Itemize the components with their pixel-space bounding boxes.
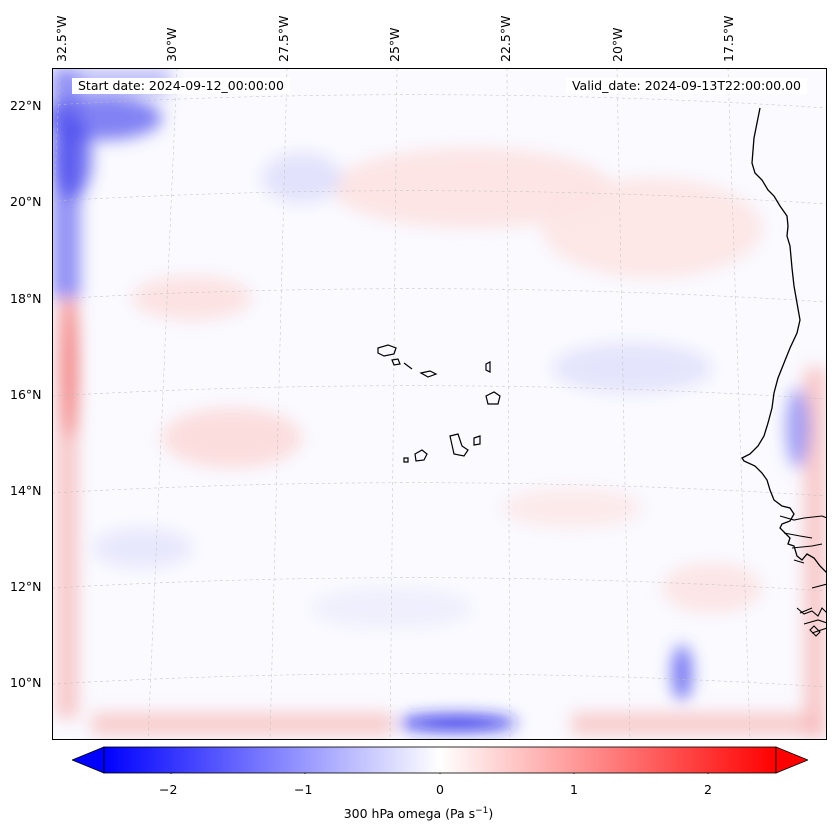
colorbar-body <box>103 746 777 774</box>
colorbar-tick-2: 2 <box>704 782 712 797</box>
lon-label-20w: 20°W <box>610 27 625 62</box>
lon-label-30w: 30°W <box>164 27 179 62</box>
colorbar-tick-0: 0 <box>436 782 444 797</box>
colorbar-tick-1: 1 <box>570 782 578 797</box>
colorbar-title: 300 hPa omega (Pa s−1) <box>343 806 494 822</box>
gridlines <box>52 68 827 740</box>
start-date-label: Start date: 2024-09-12_00:00:00 <box>72 78 290 94</box>
lon-label-32-5w: 32.5°W <box>54 15 69 62</box>
africa-coastline-estuary <box>779 515 827 634</box>
lat-label-10n: 10°N <box>10 675 42 690</box>
lat-label-22n: 22°N <box>10 98 42 113</box>
lat-label-18n: 18°N <box>10 291 42 306</box>
cabo-verde-islands <box>377 344 501 463</box>
colorbar-tick-minus-1: −1 <box>294 782 313 797</box>
map-frame <box>52 68 827 740</box>
lon-label-27-5w: 27.5°W <box>276 15 291 62</box>
africa-coastline <box>741 107 827 574</box>
colorbar-extend-high <box>775 746 808 774</box>
lon-label-22-5w: 22.5°W <box>498 15 513 62</box>
map-panel <box>52 68 827 740</box>
valid-date-label: Valid_date: 2024-09-13T22:00:00.00 <box>565 78 807 94</box>
lat-label-16n: 16°N <box>10 387 42 402</box>
lat-label-20n: 20°N <box>10 194 42 209</box>
colorbar-tick-minus-2: −2 <box>159 782 178 797</box>
lon-label-25w: 25°W <box>387 27 402 62</box>
colorbar-extend-low <box>72 746 105 774</box>
lat-label-14n: 14°N <box>10 483 42 498</box>
lat-label-12n: 12°N <box>10 579 42 594</box>
lon-label-17-5w: 17.5°W <box>721 15 736 62</box>
colorbar <box>72 746 808 774</box>
omega-field <box>52 68 826 738</box>
